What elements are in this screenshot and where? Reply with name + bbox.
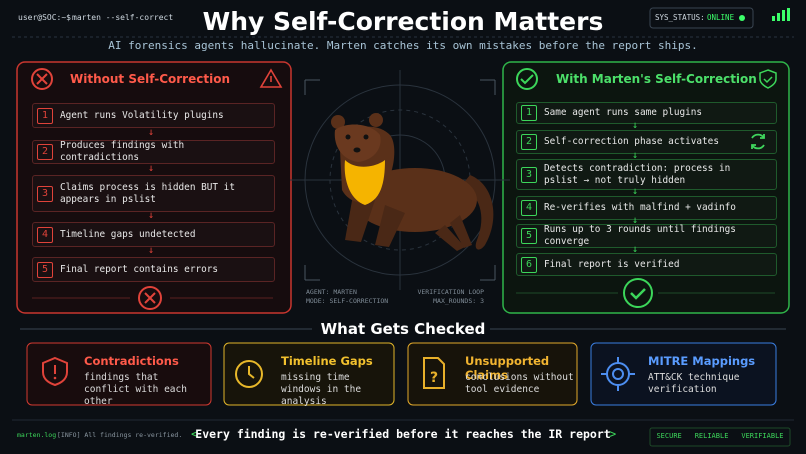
check-card: Contradictions findings that conflict wit… (27, 343, 211, 407)
step-text: Self-correction phase activates (544, 136, 719, 147)
step-arrow: ↓ (632, 243, 639, 255)
step-number: 2 (37, 144, 53, 160)
step-text: Detects contradiction: process in pslist… (544, 162, 731, 186)
agent-label: AGENT: MARTEN (306, 288, 357, 296)
right-panel-title: With Marten's Self-Correction (556, 72, 757, 86)
title: Why Self-Correction Matters (202, 7, 604, 36)
step-box: 6 Final report is verified (516, 253, 777, 276)
step-box: 4 Timeline gaps undetected (32, 222, 275, 247)
step-text: Final report is verified (544, 258, 680, 270)
svg-text:?: ? (430, 370, 438, 386)
step-text: Same agent runs same plugins (544, 107, 703, 118)
mode-label: MODE: SELF-CORRECTION (306, 297, 389, 305)
subtitle: AI forensics agents hallucinate. Marten … (108, 39, 698, 52)
step-text: Claims process is hidden BUT it appears … (60, 181, 235, 205)
check-card: Unsupported Claims conclusions without to… (408, 343, 577, 405)
check-card: MITRE Mappings ATT&CK technique verificat… (591, 343, 776, 405)
step-text: Agent runs Volatility plugins (60, 109, 224, 121)
check-title: Unsupported Claims (465, 354, 550, 382)
step-box: 2 Self-correction phase activates (516, 130, 777, 154)
check-title: Timeline Gaps (281, 354, 373, 368)
step-number: 5 (521, 228, 537, 244)
step-text: Runs up to 3 rounds until findings conve… (544, 224, 736, 247)
log-file: marten.log (17, 431, 57, 439)
step-arrow: ↓ (148, 245, 155, 256)
step-number: 3 (37, 185, 53, 202)
step-arrow: ↓ (148, 210, 155, 221)
tagline: Every finding is re-verified before it r… (195, 427, 611, 441)
step-arrow: ↓ (148, 127, 155, 138)
step-number: 3 (521, 166, 537, 183)
step-box: 2 Produces findings with contradictions (32, 140, 275, 164)
step-number: 6 (521, 256, 537, 273)
step-arrow: ↓ (632, 215, 639, 226)
step-number: 2 (521, 134, 537, 150)
step-number: 1 (37, 107, 53, 124)
check-description: conclusions without tool evidence (465, 372, 574, 395)
step-box: 1 Same agent runs same plugins (516, 102, 777, 124)
loop-label: VERIFICATION LOOP (417, 288, 484, 296)
step-number: 5 (37, 261, 53, 278)
step-number: 1 (521, 105, 537, 121)
prompt: user@SOC:~$ (18, 13, 71, 22)
step-arrow: ↓ (632, 186, 639, 197)
tags: SECURE RELIABLE VERIFIABLE (650, 432, 790, 440)
command: marten --self-correct (72, 13, 174, 22)
step-text: Re-verifies with malfind + vadinfo (544, 202, 736, 213)
status-value: ONLINE (707, 13, 735, 22)
check-description: missing time windows in the analysis (281, 372, 362, 407)
check-description: findings that conflict with each other (84, 372, 187, 407)
tag: VERIFIABLE (741, 432, 784, 440)
checks-title: What Gets Checked (320, 320, 486, 338)
tag: RELIABLE (694, 432, 729, 440)
step-text: Final report contains errors (60, 263, 219, 275)
step-arrow: ↓ (632, 120, 639, 131)
check-title: Contradictions (84, 354, 179, 368)
check-description: ATT&CK technique verification (648, 372, 740, 395)
step-text: Timeline gaps undetected (60, 228, 196, 240)
log-info: [INFO] All findings re-verified. (57, 431, 183, 439)
step-box: 1 Agent runs Volatility plugins (32, 103, 275, 128)
svg-text:<: < (191, 427, 198, 441)
step-box: 4 Re-verifies with malfind + vadinfo (516, 196, 777, 220)
step-arrow: ↓ (148, 162, 155, 174)
check-title: MITRE Mappings (648, 354, 756, 368)
step-box: 3 Detects contradiction: process in pslis… (516, 159, 777, 190)
step-box: 5 Final report contains errors (32, 257, 275, 282)
step-number: 4 (37, 226, 53, 243)
svg-text:>: > (609, 427, 616, 441)
status-label: SYS_STATUS: (655, 13, 705, 22)
left-panel-title: Without Self-Correction (70, 72, 230, 86)
step-text: Produces findings with contradictions (60, 140, 185, 163)
step-box: 5 Runs up to 3 rounds until findings conv… (516, 224, 777, 248)
rounds-label: MAX_ROUNDS: 3 (433, 297, 484, 305)
step-arrow: ↓ (632, 149, 639, 161)
tag: SECURE (656, 432, 682, 440)
check-card: Timeline Gaps missing time windows in the… (224, 343, 394, 407)
step-number: 4 (521, 200, 537, 216)
step-box: 3 Claims process is hidden BUT it appears… (32, 175, 275, 212)
